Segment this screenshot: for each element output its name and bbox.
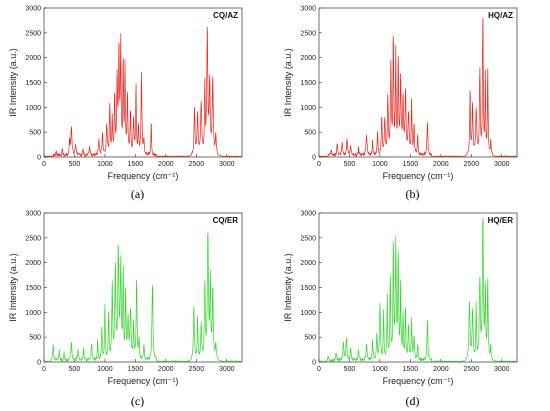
panel-caption-b: (b) bbox=[405, 187, 420, 201]
sample-tag: HQ/AZ bbox=[488, 11, 513, 20]
x-tick-label: 500 bbox=[344, 161, 356, 168]
x-tick-label: 3000 bbox=[219, 366, 235, 373]
y-tick-label: 500 bbox=[29, 335, 41, 342]
x-tick-label: 2000 bbox=[433, 161, 449, 168]
chart-panel-hq-er: 0 500 1000 1500 2000 2500 3000 0 500 1000 1500 2000… bbox=[275, 205, 550, 410]
x-tick-label: 3000 bbox=[494, 366, 510, 373]
x-tick-label: 2500 bbox=[189, 161, 205, 168]
spectrum-chart-hq-az: 0 500 1000 1500 2000 2500 3000 0 500 1000 1500 2000… bbox=[283, 6, 518, 181]
y-tick-label: 1500 bbox=[300, 285, 316, 292]
y-tick-label: 0 bbox=[37, 155, 41, 162]
x-tick-label: 1000 bbox=[372, 161, 388, 168]
x-tick-label: 500 bbox=[344, 366, 356, 373]
sample-tag: CQ/ER bbox=[213, 216, 239, 225]
x-tick-label: 0 bbox=[42, 366, 46, 373]
x-tick-label: 0 bbox=[317, 366, 321, 373]
x-tick-label: 1000 bbox=[97, 366, 113, 373]
y-tick-label: 1500 bbox=[25, 285, 41, 292]
y-tick-label: 1000 bbox=[25, 310, 41, 317]
spectrum-chart-cq-er: 0 500 1000 1500 2000 2500 3000 0 500 1000 1500 2000… bbox=[8, 211, 243, 386]
x-tick-label: 1500 bbox=[128, 161, 144, 168]
y-tick-label: 2000 bbox=[300, 55, 316, 62]
x-tick-label: 1500 bbox=[403, 366, 419, 373]
x-tick-label: 2000 bbox=[158, 366, 174, 373]
x-tick-label: 1000 bbox=[372, 366, 388, 373]
y-tick-label: 2000 bbox=[25, 55, 41, 62]
x-tick-label: 500 bbox=[69, 161, 81, 168]
y-tick-label: 2500 bbox=[300, 235, 316, 242]
y-tick-label: 1000 bbox=[300, 105, 316, 112]
panel-caption-c: (c) bbox=[130, 394, 145, 408]
y-tick-label: 1500 bbox=[25, 80, 41, 87]
x-tick-label: 2500 bbox=[464, 161, 480, 168]
spectrum-line bbox=[44, 26, 242, 158]
y-axis-label: IR Intensity (a.u.) bbox=[283, 48, 293, 117]
y-tick-label: 2500 bbox=[25, 235, 41, 242]
y-tick-label: 500 bbox=[304, 335, 316, 342]
y-tick-label: 1000 bbox=[300, 310, 316, 317]
y-tick-label: 3000 bbox=[25, 211, 41, 218]
y-tick-label: 3000 bbox=[25, 6, 41, 13]
x-tick-label: 1000 bbox=[97, 161, 113, 168]
y-tick-label: 1000 bbox=[25, 105, 41, 112]
x-tick-label: 2000 bbox=[433, 366, 449, 373]
y-axis-label: IR Intensity (a.u.) bbox=[8, 253, 18, 322]
sample-tag: CQ/AZ bbox=[213, 11, 238, 20]
x-axis-label: Frequency (cm⁻¹) bbox=[383, 376, 454, 386]
y-tick-label: 2500 bbox=[300, 30, 316, 37]
y-tick-label: 1500 bbox=[300, 80, 316, 87]
y-tick-label: 2000 bbox=[25, 260, 41, 267]
y-tick-label: 0 bbox=[312, 155, 316, 162]
y-tick-label: 2000 bbox=[300, 260, 316, 267]
spectrum-chart-cq-az: 0 500 1000 1500 2000 2500 3000 0 500 1000 1500 2000… bbox=[8, 6, 243, 181]
y-axis-label: IR Intensity (a.u.) bbox=[283, 253, 293, 322]
x-tick-label: 1500 bbox=[128, 366, 144, 373]
spectrum-line bbox=[319, 17, 518, 158]
y-tick-label: 3000 bbox=[300, 6, 316, 13]
chart-panel-hq-az: 0 500 1000 1500 2000 2500 3000 0 500 1000 1500 2000… bbox=[275, 0, 550, 205]
panel-caption-d: (d) bbox=[405, 394, 420, 408]
y-tick-label: 0 bbox=[37, 360, 41, 367]
x-axis-label: Frequency (cm⁻¹) bbox=[383, 171, 454, 181]
panel-caption-a: (a) bbox=[130, 187, 145, 201]
x-tick-label: 3000 bbox=[494, 161, 510, 168]
x-axis-label: Frequency (cm⁻¹) bbox=[108, 171, 179, 181]
x-tick-label: 0 bbox=[317, 161, 321, 168]
plot-frame bbox=[43, 212, 243, 363]
x-tick-label: 0 bbox=[42, 161, 46, 168]
sample-tag: HQ/ER bbox=[488, 216, 514, 225]
y-tick-label: 500 bbox=[304, 130, 316, 137]
y-tick-label: 2500 bbox=[25, 30, 41, 37]
y-tick-label: 500 bbox=[29, 130, 41, 137]
x-tick-label: 500 bbox=[69, 366, 81, 373]
y-tick-label: 3000 bbox=[300, 211, 316, 218]
x-tick-label: 1500 bbox=[403, 161, 419, 168]
x-tick-label: 2500 bbox=[464, 366, 480, 373]
x-axis-label: Frequency (cm⁻¹) bbox=[108, 376, 179, 386]
chart-panel-cq-az: 0 500 1000 1500 2000 2500 3000 0 500 1000 1500 2000… bbox=[0, 0, 275, 205]
spectrum-line bbox=[318, 217, 518, 363]
x-tick-label: 2500 bbox=[189, 366, 205, 373]
y-axis-label: IR Intensity (a.u.) bbox=[8, 48, 18, 117]
spectrum-chart-hq-er: 0 500 1000 1500 2000 2500 3000 0 500 1000 1500 2000… bbox=[283, 211, 518, 386]
x-tick-label: 3000 bbox=[219, 161, 235, 168]
x-tick-label: 2000 bbox=[158, 161, 174, 168]
y-tick-label: 0 bbox=[312, 360, 316, 367]
spectrum-line bbox=[44, 232, 243, 363]
chart-panel-cq-er: 0 500 1000 1500 2000 2500 3000 0 500 1000 1500 2000… bbox=[0, 205, 275, 410]
